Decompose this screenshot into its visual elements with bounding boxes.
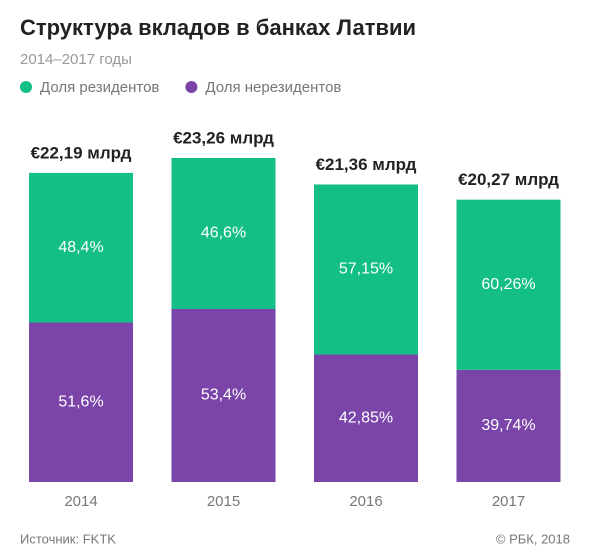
bar-segment [314,354,418,482]
total-label: €23,26 млрд [173,128,274,147]
bar-segment [456,369,561,482]
chart-subtitle: 2014–2017 годы [20,51,132,68]
bar-segment [456,199,561,370]
value-label: 46,6% [201,225,246,242]
legend-marker [20,81,32,93]
bar-segment [171,308,276,482]
x-tick-label: 2015 [207,493,240,510]
value-label: 51,6% [58,393,103,410]
x-tick-label: 2016 [349,493,382,510]
legend-label: Доля нерезидентов [205,79,341,96]
bar-segment [29,172,133,323]
legend-marker [185,81,198,93]
value-label: 53,4% [201,387,246,404]
value-label: 48,4% [58,239,103,256]
total-label: €20,27 млрд [458,170,559,189]
bar-segment [29,322,133,482]
copyright: © РБК, 2018 [496,531,570,546]
total-label: €21,36 млрд [316,155,417,174]
x-tick-label: 2014 [64,493,97,510]
chart-title: Структура вкладов в банках Латвии [20,15,416,40]
value-label: 42,85% [339,409,393,426]
value-label: 39,74% [481,417,535,434]
bar-segment [314,184,418,355]
value-label: 57,15% [339,261,393,278]
total-label: €22,19 млрд [31,143,132,162]
bar-segment [171,158,276,309]
x-tick-label: 2017 [492,493,525,510]
value-label: 60,26% [481,276,535,293]
legend-label: Доля резидентов [40,79,159,96]
source: Источник: FKTK [20,531,116,546]
